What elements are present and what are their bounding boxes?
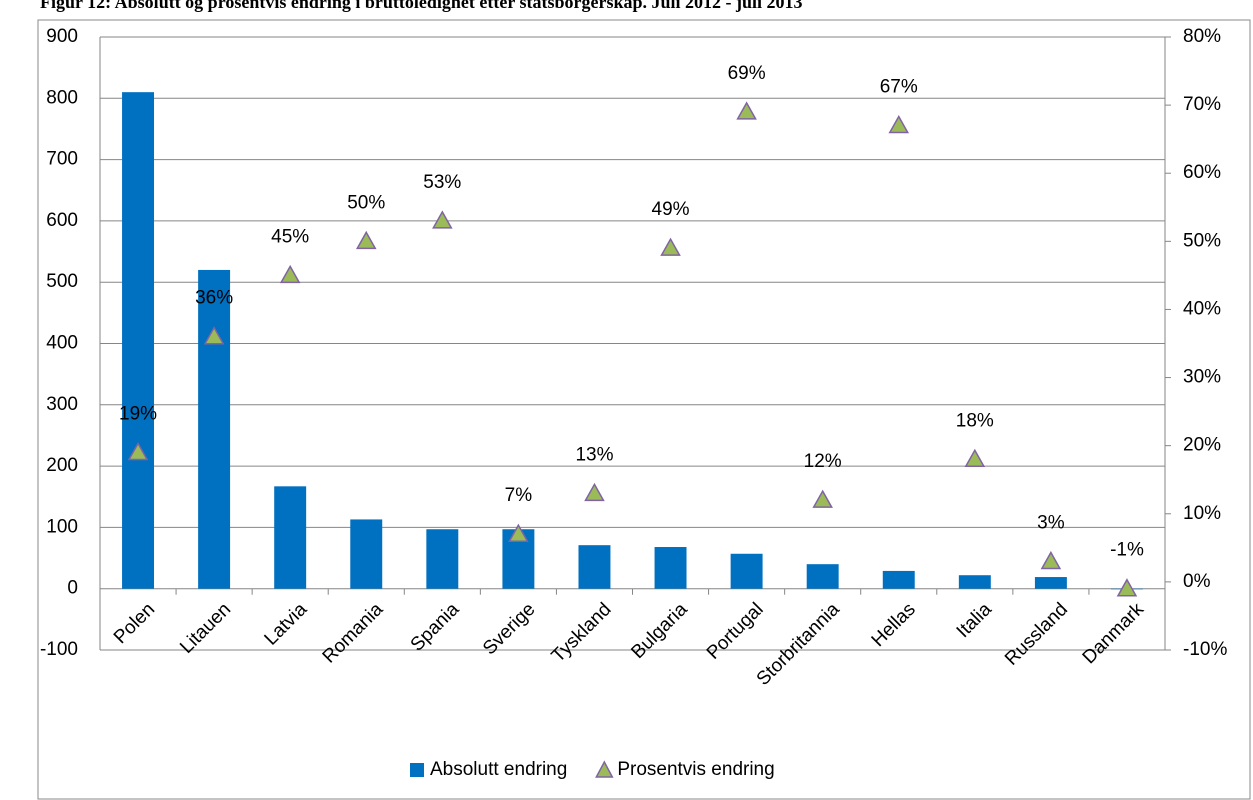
marker [355,230,377,250]
y2-tick-label: -10% [1183,639,1227,660]
legend-marker [595,760,614,778]
data-label: 49% [652,199,690,220]
y-tick-label: -100 [40,639,78,660]
y-tick-label: 300 [46,394,78,415]
marker [508,523,529,542]
y2-tick-label: 80% [1183,26,1221,47]
bar [882,570,915,589]
bar [274,486,307,589]
y-tick-label: 0 [67,578,78,599]
marker [736,101,757,120]
data-label: 12% [804,451,842,472]
marker [1116,578,1138,597]
y-tick-label: 100 [46,516,78,537]
bar [730,553,763,589]
data-label: -1% [1110,540,1144,561]
data-label: 18% [956,410,994,431]
data-label: 50% [347,192,385,213]
chart-frame [37,19,1251,800]
bar [806,564,839,589]
y-tick-label: 600 [46,210,78,231]
bar [426,529,459,589]
data-label: 67% [880,77,918,98]
y2-tick-label: 10% [1183,503,1221,524]
y-tick-label: 900 [46,26,78,47]
marker [203,326,225,345]
marker [888,115,910,134]
y2-tick-label: 20% [1183,435,1221,456]
data-label: 19% [119,403,157,424]
data-label: 36% [195,288,233,309]
bar [198,269,231,589]
y-tick-label: 700 [46,149,78,170]
data-label: 7% [505,485,533,506]
marker [584,482,605,502]
y2-tick-label: 70% [1183,94,1221,115]
data-label: 3% [1037,512,1065,533]
y-tick-label: 800 [46,87,78,108]
marker [964,448,986,468]
marker [1040,550,1062,570]
y2-tick-label: 50% [1183,230,1221,251]
marker [279,264,301,284]
legend-label: Absolutt endring [430,759,567,780]
data-label: 13% [575,444,613,465]
legend-label: Prosentvis endring [617,759,774,780]
y2-tick-label: 60% [1183,162,1221,183]
y2-tick-label: 0% [1183,571,1211,592]
chart-title: Figur 12: Absolutt og prosentvis endring… [40,0,803,12]
y2-tick-label: 40% [1183,298,1221,319]
bar [1034,577,1067,589]
marker [812,489,833,508]
y-tick-label: 400 [46,333,78,354]
bar [578,545,611,589]
y2-tick-label: 30% [1183,367,1221,388]
data-label: 53% [423,172,461,193]
legend-marker [410,763,424,777]
bar [122,92,155,589]
bar [958,575,991,589]
y-tick-label: 500 [46,271,78,292]
marker [660,237,681,256]
marker [432,210,453,229]
bar [350,519,383,589]
data-label: 69% [728,63,766,84]
y-tick-label: 200 [46,455,78,476]
bar [654,547,687,589]
data-label: 45% [271,226,309,247]
marker [127,441,149,461]
